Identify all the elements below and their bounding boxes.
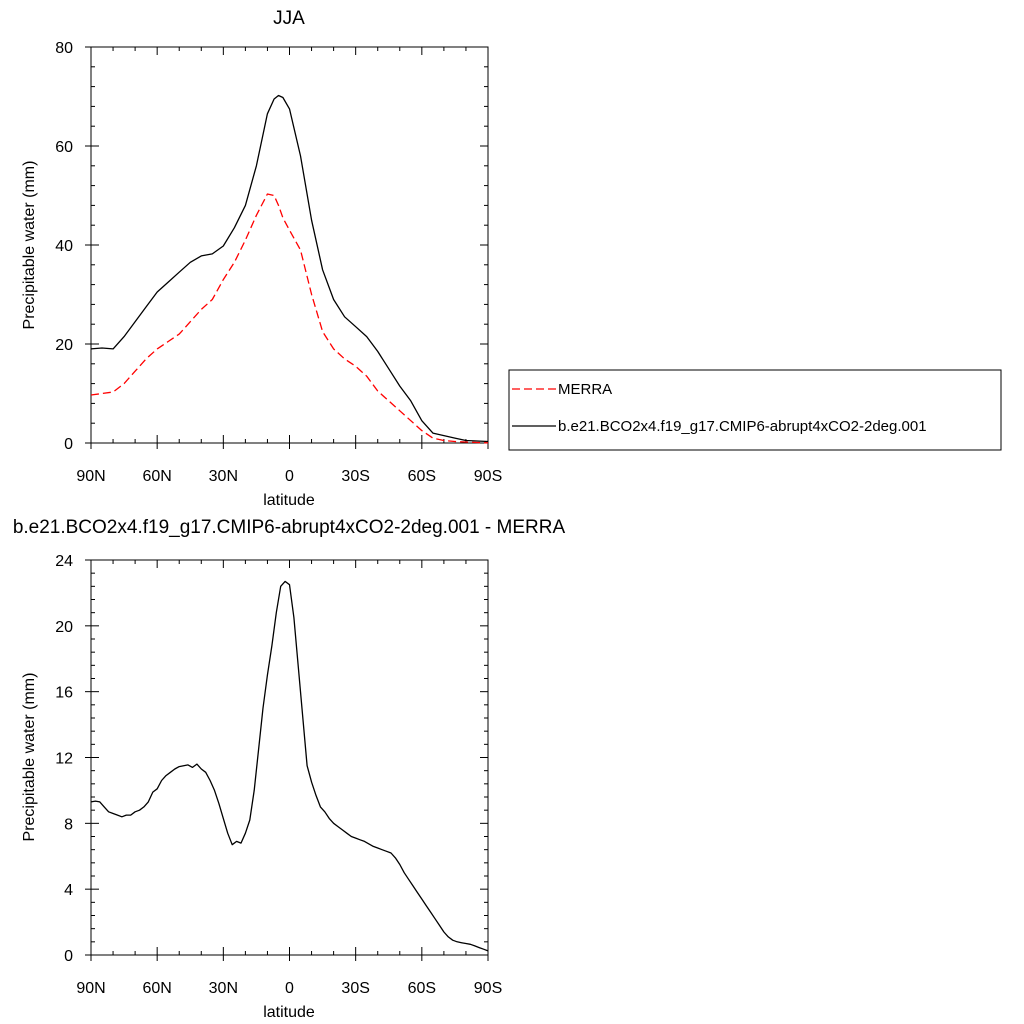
top-y-tick-label: 0 [64,436,73,453]
legend: MERRA b.e21.BCO2x4.f19_g17.CMIP6-abrupt4… [508,369,1002,451]
bottom-x-tick-label: 60S [408,980,436,997]
top-x-tick-label: 90S [474,468,502,485]
bottom-y-tick-label: 8 [64,816,73,833]
bottom-chart-panel: b.e21.BCO2x4.f19_g17.CMIP6-abrupt4xCO2-2… [13,517,566,1021]
bottom-y-tick-label: 0 [64,948,73,965]
top-chart-title: JJA [273,8,305,29]
bottom-ticks [85,559,489,961]
legend-label-merra: MERRA [558,381,612,398]
top-series-line-merra [90,193,489,444]
top-x-tick-label: 0 [285,468,294,485]
top-ticks [85,46,489,449]
top-x-tick-label: 90N [76,468,105,485]
bottom-y-tick-label: 24 [55,553,73,570]
top-x-axis-label: latitude [263,492,315,509]
bottom-plot-frame [90,559,489,956]
bottom-x-tick-label: 90S [474,980,502,997]
top-y-tick-label: 60 [55,139,73,156]
bottom-x-tick-label: 0 [285,980,294,997]
legend-label-model: b.e21.BCO2x4.f19_g17.CMIP6-abrupt4xCO2-2… [558,418,927,435]
legend-box [508,369,1002,451]
bottom-x-axis-label: latitude [263,1004,315,1021]
bottom-y-axis-label: Precipitable water (mm) [21,673,38,842]
top-x-tick-label: 30N [209,468,238,485]
bottom-x-tick-label: 90N [76,980,105,997]
bottom-y-tick-label: 20 [55,619,73,636]
bottom-x-tick-label: 60N [142,980,171,997]
top-y-tick-label: 20 [55,337,73,354]
top-y-tick-label: 40 [55,238,73,255]
bottom-x-tick-label: 30N [209,980,238,997]
bottom-x-tick-label: 30S [341,980,369,997]
bottom-y-tick-label: 12 [55,751,73,768]
top-y-tick-labels: 0 20 40 60 80 [55,40,73,453]
bottom-series-line-difference [90,580,489,952]
bottom-series-lines [90,580,489,952]
top-y-tick-label: 80 [55,40,73,57]
top-y-axis-label: Precipitable water (mm) [21,161,38,330]
bottom-x-tick-labels: 90N 60N 30N 0 30S 60S 90S [76,980,502,997]
top-x-tick-labels: 90N 60N 30N 0 30S 60S 90S [76,468,502,485]
bottom-y-tick-label: 16 [55,685,73,702]
bottom-y-tick-label: 4 [64,882,73,899]
top-x-tick-label: 60N [142,468,171,485]
top-series-line-model [90,94,489,443]
bottom-chart-title: b.e21.BCO2x4.f19_g17.CMIP6-abrupt4xCO2-2… [13,517,566,538]
top-x-tick-label: 30S [341,468,369,485]
top-plot-frame [90,46,489,444]
top-chart-panel: JJA 0 20 40 60 80 90N 60N 30N 0 30S 60S 90S latitu… [21,8,502,509]
bottom-y-tick-labels: 0 4 8 12 16 20 24 [55,553,73,965]
top-series-lines [90,94,489,444]
top-x-tick-label: 60S [408,468,436,485]
